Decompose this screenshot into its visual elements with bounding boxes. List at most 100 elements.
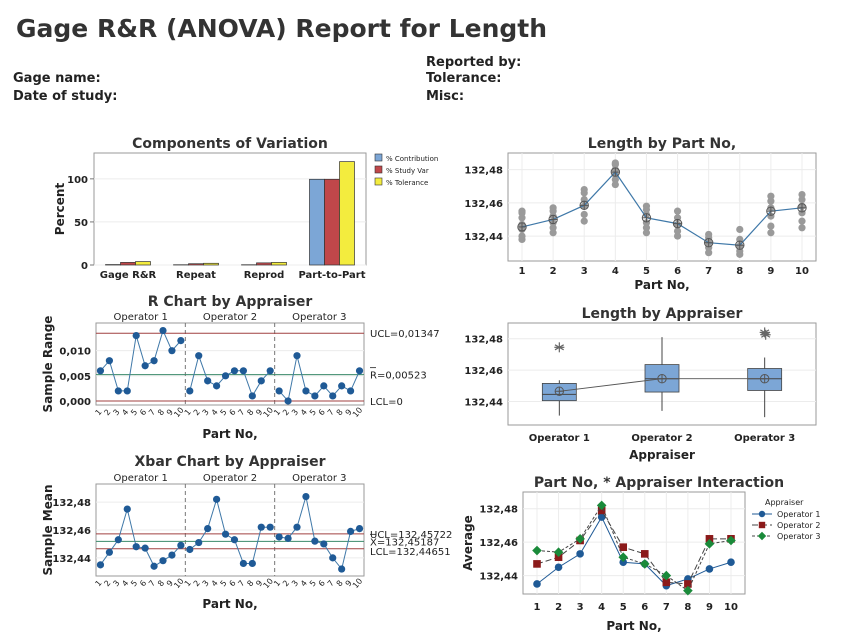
interaction-point bbox=[619, 543, 628, 551]
length-by-part-point bbox=[798, 195, 806, 204]
r-chart-xtick-label: 1 bbox=[183, 408, 193, 418]
r-chart-xtick-label: 3 bbox=[290, 408, 300, 418]
interaction-point bbox=[684, 580, 692, 588]
r-chart-group-label: Operator 3 bbox=[292, 312, 346, 323]
interaction-point bbox=[575, 534, 585, 544]
length-by-part-point bbox=[549, 229, 557, 237]
interaction-point bbox=[619, 558, 628, 567]
r-chart-xtick-label: 6 bbox=[138, 408, 148, 418]
components-xtick-label: Gage R&R bbox=[100, 270, 157, 281]
xbar-chart-group-label: Operator 2 bbox=[203, 473, 257, 484]
xbar-chart-point bbox=[355, 525, 364, 533]
components-legend-swatch bbox=[374, 153, 383, 162]
components-legend-label: % Tolerance bbox=[386, 179, 428, 187]
interaction-point bbox=[726, 535, 736, 546]
length-by-part-xtick-label: 2 bbox=[550, 266, 557, 277]
length-by-part-mean-line bbox=[521, 171, 803, 246]
components-legend-swatch bbox=[374, 165, 383, 174]
r-chart-point bbox=[114, 387, 122, 395]
r-chart-point bbox=[105, 357, 113, 365]
r-chart-group-label: Operator 2 bbox=[203, 312, 257, 323]
components-ytick-label: 100 bbox=[67, 175, 88, 186]
r-chart-title: R Chart by Appraiser bbox=[148, 294, 313, 310]
xbar-chart-xtick-label: 2 bbox=[281, 579, 291, 589]
r-chart-point bbox=[248, 392, 256, 400]
components-bar bbox=[339, 161, 355, 266]
interaction-point bbox=[596, 500, 607, 511]
xbar-chart-xtick-label: 6 bbox=[317, 579, 327, 589]
interaction-point bbox=[640, 550, 649, 558]
xbar-chart-point bbox=[338, 565, 346, 573]
length-by-part-point bbox=[642, 224, 651, 232]
interaction-point bbox=[662, 578, 671, 587]
r-chart-ytick-label: 0,000 bbox=[59, 397, 91, 408]
r-chart-xtick-label: 4 bbox=[299, 408, 309, 418]
r-chart-xlabel: Part No, bbox=[202, 427, 257, 441]
xbar-chart-point bbox=[204, 525, 212, 533]
xbar-chart-xtick-label: 3 bbox=[111, 579, 121, 589]
xbar-chart-xtick-label: 7 bbox=[326, 579, 336, 589]
interaction-xtick-label: 7 bbox=[663, 602, 670, 613]
components-bar bbox=[203, 262, 219, 266]
length-by-part-mean-marker bbox=[766, 206, 776, 216]
xbar-chart-point bbox=[132, 543, 140, 551]
reported-by-label: Reported by: bbox=[426, 55, 522, 70]
length-by-part-point bbox=[798, 217, 806, 225]
xbar-chart-center-label: X=132,45187 bbox=[370, 537, 439, 548]
length-by-part-point bbox=[518, 214, 526, 222]
length-by-part-xtick-label: 3 bbox=[581, 266, 588, 277]
r-chart-point bbox=[221, 372, 230, 380]
xbar-chart-xtick-label: 1 bbox=[183, 579, 193, 589]
xbar-chart-xtick-label: 1 bbox=[272, 579, 282, 589]
r-chart-xtick-label: 6 bbox=[227, 408, 237, 418]
report-title: Gage R&R (ANOVA) Report for Length bbox=[16, 14, 548, 43]
xbar-chart-xtick-label: 8 bbox=[245, 579, 255, 589]
r-chart-xtick-label: 5 bbox=[308, 408, 318, 418]
r-chart-ucl-label: UCL=0,01347 bbox=[370, 329, 440, 340]
r-chart-plot-area bbox=[95, 322, 365, 406]
xbar-chart-point bbox=[177, 541, 185, 549]
xbar-chart-point bbox=[257, 523, 265, 531]
length-by-part-mean-marker bbox=[548, 214, 558, 225]
xbar-chart-point bbox=[96, 561, 105, 569]
components-bar bbox=[309, 178, 325, 266]
r-chart-point bbox=[257, 377, 265, 385]
length-by-part-ytick-label: 132,46 bbox=[464, 199, 503, 210]
interaction-xtick-label: 1 bbox=[534, 602, 541, 613]
interaction-ylabel: Average bbox=[461, 515, 475, 571]
r-chart-series-line bbox=[189, 353, 271, 398]
length-by-part-point bbox=[736, 225, 744, 234]
length-by-appraiser-ytick-label: 132,44 bbox=[464, 397, 503, 408]
xbar-chart-point bbox=[186, 545, 194, 554]
length-by-part-point bbox=[580, 185, 588, 194]
length-by-part-point bbox=[705, 249, 713, 257]
length-by-part-point bbox=[611, 180, 619, 189]
xbar-chart-point bbox=[275, 533, 283, 541]
length-by-part-ytick-label: 132,48 bbox=[464, 166, 503, 177]
length-by-part-point bbox=[673, 207, 682, 215]
xbar-chart-xtick-label: 8 bbox=[156, 579, 166, 589]
interaction-ytick-label: 132,46 bbox=[479, 538, 518, 549]
components-bar bbox=[135, 261, 151, 266]
xbar-chart-xtick-label: 5 bbox=[219, 579, 229, 589]
components-ytick-label: 0 bbox=[81, 261, 88, 272]
r-chart-xtick-label: 4 bbox=[120, 408, 130, 418]
components-bar bbox=[324, 178, 340, 266]
components-ytick-label: 50 bbox=[74, 218, 88, 229]
components-title: Components of Variation bbox=[132, 136, 328, 152]
length-by-part-point bbox=[549, 224, 557, 232]
length-by-part-point bbox=[611, 159, 619, 167]
interaction-xtick-label: 10 bbox=[724, 602, 738, 613]
length-by-appraiser-mean-marker bbox=[554, 386, 565, 396]
xbar-chart-point bbox=[213, 495, 221, 503]
r-chart-point bbox=[177, 337, 185, 345]
xbar-chart-xtick-label: 10 bbox=[351, 577, 364, 591]
length-by-part-point bbox=[580, 210, 588, 219]
misc-label: Misc: bbox=[426, 89, 465, 104]
interaction-point bbox=[705, 565, 714, 573]
r-chart-point bbox=[311, 392, 319, 400]
length-by-part-xtick-label: 4 bbox=[612, 266, 619, 277]
length-by-appraiser-mean-marker bbox=[759, 374, 770, 384]
interaction-point bbox=[554, 553, 563, 562]
length-by-part-xtick-label: 9 bbox=[767, 266, 774, 277]
